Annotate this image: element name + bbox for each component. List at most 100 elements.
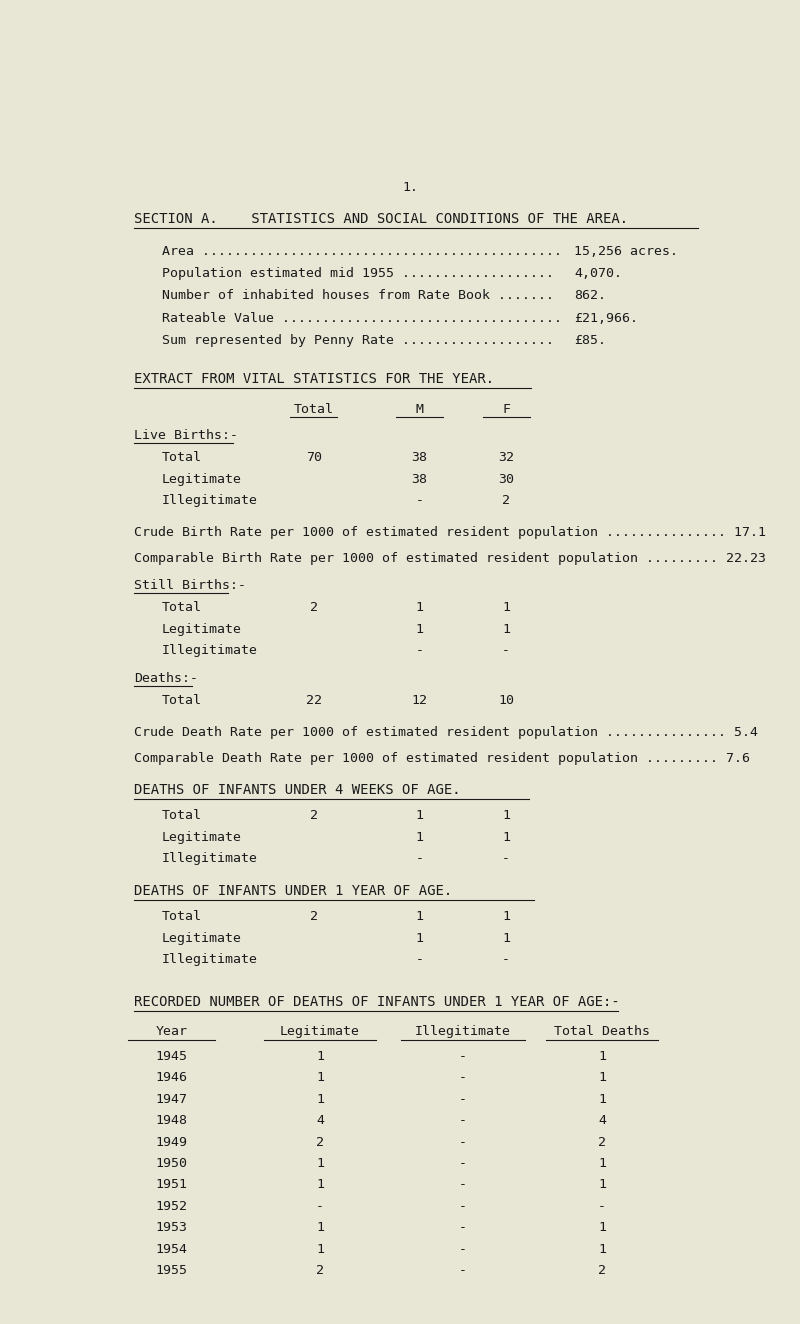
Text: 15,256 acres.: 15,256 acres. — [574, 245, 678, 257]
Text: -: - — [502, 953, 510, 967]
Text: Illegitimate: Illegitimate — [414, 1026, 510, 1038]
Text: 1: 1 — [415, 601, 423, 614]
Text: 2: 2 — [502, 494, 510, 507]
Text: 2: 2 — [310, 601, 318, 614]
Text: 2: 2 — [598, 1136, 606, 1148]
Text: -: - — [598, 1200, 606, 1213]
Text: 1: 1 — [502, 622, 510, 636]
Text: -: - — [458, 1050, 466, 1063]
Text: 32: 32 — [498, 451, 514, 465]
Text: 10: 10 — [498, 694, 514, 707]
Text: -: - — [458, 1221, 466, 1234]
Text: 1: 1 — [502, 830, 510, 843]
Text: 70: 70 — [306, 451, 322, 465]
Text: Legitimate: Legitimate — [162, 830, 242, 843]
Text: 1954: 1954 — [155, 1243, 187, 1255]
Text: -: - — [502, 645, 510, 657]
Text: Sum represented by Penny Rate ...................: Sum represented by Penny Rate ..........… — [162, 334, 554, 347]
Text: F: F — [502, 402, 510, 416]
Text: 4: 4 — [598, 1113, 606, 1127]
Text: 1: 1 — [502, 809, 510, 822]
Text: Comparable Birth Rate per 1000 of estimated resident population ......... 22.23: Comparable Birth Rate per 1000 of estima… — [134, 552, 766, 565]
Text: 1: 1 — [598, 1221, 606, 1234]
Text: 1: 1 — [598, 1092, 606, 1106]
Text: 1: 1 — [415, 809, 423, 822]
Text: 1946: 1946 — [155, 1071, 187, 1084]
Text: 1: 1 — [415, 932, 423, 944]
Text: 1945: 1945 — [155, 1050, 187, 1063]
Text: 1950: 1950 — [155, 1157, 187, 1170]
Text: -: - — [316, 1200, 324, 1213]
Text: Total Deaths: Total Deaths — [554, 1026, 650, 1038]
Text: 4,070.: 4,070. — [574, 267, 622, 279]
Text: -: - — [502, 853, 510, 865]
Text: Number of inhabited houses from Rate Book .......: Number of inhabited houses from Rate Boo… — [162, 290, 554, 302]
Text: -: - — [458, 1243, 466, 1255]
Text: -: - — [415, 953, 423, 967]
Text: 38: 38 — [411, 451, 427, 465]
Text: 2: 2 — [310, 910, 318, 923]
Text: Legitimate: Legitimate — [280, 1026, 360, 1038]
Text: £85.: £85. — [574, 334, 606, 347]
Text: Crude Death Rate per 1000 of estimated resident population ............... 5.4: Crude Death Rate per 1000 of estimated r… — [134, 726, 758, 739]
Text: Illegitimate: Illegitimate — [162, 953, 258, 967]
Text: 1955: 1955 — [155, 1264, 187, 1276]
Text: 1.: 1. — [402, 181, 418, 195]
Text: -: - — [458, 1113, 466, 1127]
Text: 1: 1 — [502, 910, 510, 923]
Text: 2: 2 — [598, 1264, 606, 1276]
Text: 30: 30 — [498, 473, 514, 486]
Text: -: - — [458, 1178, 466, 1192]
Text: Comparable Death Rate per 1000 of estimated resident population ......... 7.6: Comparable Death Rate per 1000 of estima… — [134, 752, 750, 765]
Text: Crude Birth Rate per 1000 of estimated resident population ............... 17.1: Crude Birth Rate per 1000 of estimated r… — [134, 526, 766, 539]
Text: DEATHS OF INFANTS UNDER 4 WEEKS OF AGE.: DEATHS OF INFANTS UNDER 4 WEEKS OF AGE. — [134, 782, 461, 797]
Text: 1953: 1953 — [155, 1221, 187, 1234]
Text: 1: 1 — [598, 1050, 606, 1063]
Text: -: - — [458, 1071, 466, 1084]
Text: Legitimate: Legitimate — [162, 473, 242, 486]
Text: Illegitimate: Illegitimate — [162, 494, 258, 507]
Text: Illegitimate: Illegitimate — [162, 645, 258, 657]
Text: 1: 1 — [598, 1243, 606, 1255]
Text: 22: 22 — [306, 694, 322, 707]
Text: -: - — [458, 1264, 466, 1276]
Text: -: - — [458, 1092, 466, 1106]
Text: 1951: 1951 — [155, 1178, 187, 1192]
Text: Legitimate: Legitimate — [162, 622, 242, 636]
Text: 1: 1 — [415, 910, 423, 923]
Text: -: - — [458, 1157, 466, 1170]
Text: Total: Total — [294, 402, 334, 416]
Text: £21,966.: £21,966. — [574, 312, 638, 324]
Text: 1: 1 — [598, 1157, 606, 1170]
Text: -: - — [458, 1200, 466, 1213]
Text: 1947: 1947 — [155, 1092, 187, 1106]
Text: Rateable Value ...................................: Rateable Value .........................… — [162, 312, 562, 324]
Text: 1: 1 — [316, 1071, 324, 1084]
Text: Population estimated mid 1955 ...................: Population estimated mid 1955 ..........… — [162, 267, 554, 279]
Text: -: - — [415, 853, 423, 865]
Text: Still Births:-: Still Births:- — [134, 579, 246, 592]
Text: -: - — [458, 1136, 466, 1148]
Text: 1: 1 — [316, 1050, 324, 1063]
Text: 1: 1 — [598, 1178, 606, 1192]
Text: DEATHS OF INFANTS UNDER 1 YEAR OF AGE.: DEATHS OF INFANTS UNDER 1 YEAR OF AGE. — [134, 883, 452, 898]
Text: 2: 2 — [310, 809, 318, 822]
Text: 1: 1 — [316, 1221, 324, 1234]
Text: EXTRACT FROM VITAL STATISTICS FOR THE YEAR.: EXTRACT FROM VITAL STATISTICS FOR THE YE… — [134, 372, 494, 387]
Text: 862.: 862. — [574, 290, 606, 302]
Text: 2: 2 — [316, 1136, 324, 1148]
Text: Total: Total — [162, 694, 202, 707]
Text: Legitimate: Legitimate — [162, 932, 242, 944]
Text: 1: 1 — [316, 1243, 324, 1255]
Text: 1: 1 — [415, 830, 423, 843]
Text: 1: 1 — [316, 1092, 324, 1106]
Text: -: - — [415, 645, 423, 657]
Text: RECORDED NUMBER OF DEATHS OF INFANTS UNDER 1 YEAR OF AGE:-: RECORDED NUMBER OF DEATHS OF INFANTS UND… — [134, 994, 620, 1009]
Text: 1952: 1952 — [155, 1200, 187, 1213]
Text: Illegitimate: Illegitimate — [162, 853, 258, 865]
Text: 1: 1 — [598, 1071, 606, 1084]
Text: 2: 2 — [316, 1264, 324, 1276]
Text: 1: 1 — [316, 1157, 324, 1170]
Text: 1: 1 — [316, 1178, 324, 1192]
Text: 38: 38 — [411, 473, 427, 486]
